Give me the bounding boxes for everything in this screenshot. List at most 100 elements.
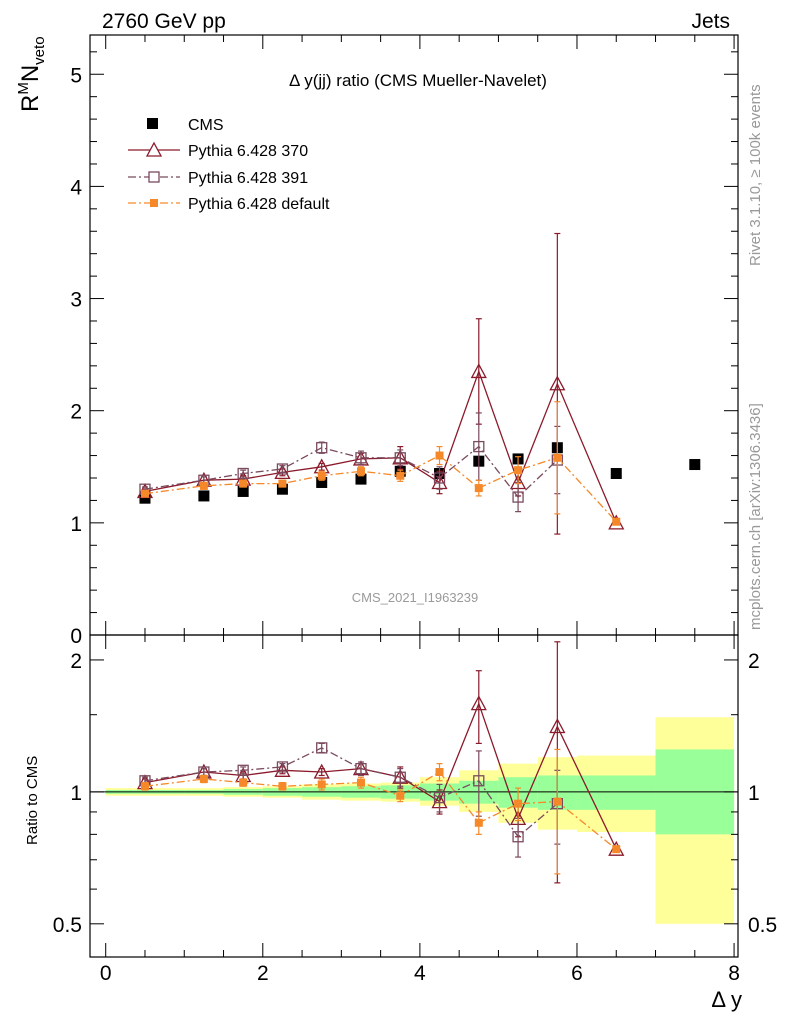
main-line-pythia-6-428-default [144, 454, 617, 523]
main-point-pythia-6-428-391-5 [355, 452, 367, 464]
main-point-cms-2 [237, 485, 249, 497]
main-point-pythia-6-428-default-1 [199, 481, 208, 490]
ratio-xtick-label-6: 6 [571, 962, 583, 985]
main-axes: 0 1 2 3 4 5 [70, 35, 738, 648]
ratio-point-pythia-6-428-default-11 [612, 845, 621, 854]
main-ytick-label-2: 2 [70, 401, 82, 424]
main-ytick-label-4: 4 [70, 176, 82, 199]
main-point-pythia-6-428-391-2 [237, 467, 249, 480]
ylabel-sub: veto [31, 36, 48, 64]
main-point-pythia-6-428-391-6 [394, 452, 406, 464]
main-point-cms-3 [276, 483, 288, 495]
ratio-point-pythia-6-428-370-8 [470, 695, 487, 711]
ratio-marks [136, 641, 625, 884]
header-left: 2760 GeV pp [102, 10, 226, 33]
main-point-pythia-6-428-default-0 [140, 489, 149, 498]
ratio-panel: 0.5 0.5 1 1 2 2 0 2 4 6 8 Ratio to CMS Δ y [24, 634, 777, 1012]
main-ytick-label-0: 0 [70, 625, 82, 648]
main-point-cms-1 [198, 490, 210, 502]
ratio-line-pythia-6-428-default [144, 771, 617, 850]
ratio-point-pythia-6-428-391-4 [316, 742, 328, 754]
ratio-frame [89, 634, 739, 958]
ratio-point-pythia-6-428-default-5 [356, 778, 365, 787]
main-point-pythia-6-428-default-7 [435, 451, 444, 460]
mcplots-label: mcplots.cern.ch [arXiv:1306.3436] [747, 403, 764, 630]
ratio-point-pythia-6-428-default-2 [239, 778, 248, 787]
main-point-pythia-6-428-391-3 [276, 463, 289, 475]
ratio-point-pythia-6-428-default-4 [317, 780, 326, 789]
ratio-ytick-label-left-1: 1 [70, 782, 82, 805]
legend-label-default: Pythia 6.428 default [188, 196, 330, 213]
ratio-point-pythia-6-428-default-6 [396, 791, 405, 800]
ylabel-n: N [17, 65, 44, 82]
legend-label-cms: CMS [188, 117, 224, 134]
legend: CMS Pythia 6.428 370 Pythia 6.428 391 Py… [128, 117, 330, 213]
legend-marker-cms [147, 118, 158, 129]
main-point-pythia-6-428-default-4 [317, 471, 326, 480]
ratio-ytick-label-right-1: 1 [748, 782, 760, 805]
legend-label-391: Pythia 6.428 391 [188, 170, 308, 187]
ratio-point-pythia-6-428-391-9 [512, 831, 524, 843]
main-line-pythia-6-428-370 [144, 369, 617, 524]
ratio-xtick-label-4: 4 [414, 962, 426, 985]
ratio-point-pythia-6-428-370-10 [549, 718, 566, 734]
ratio-point-pythia-6-428-default-9 [514, 799, 523, 808]
main-point-cms-12 [689, 459, 701, 471]
ratio-ytick-label-left-2: 2 [70, 650, 82, 673]
main-point-cms-11 [610, 468, 622, 480]
band-green-11 [576, 775, 656, 810]
ratio-ytick-label-left-0.5: 0.5 [53, 914, 82, 937]
ratio-xlabel: Δ y [711, 987, 742, 1012]
main-point-pythia-6-428-370-3 [274, 464, 291, 480]
ratio-point-pythia-6-428-default-1 [199, 774, 208, 783]
ratio-xtick-label-2: 2 [257, 962, 269, 985]
legend-marker-default [150, 199, 158, 207]
main-point-pythia-6-428-370-8 [470, 363, 487, 379]
main-point-cms-4 [316, 476, 328, 488]
main-point-pythia-6-428-391-8 [473, 440, 485, 453]
ratio-point-pythia-6-428-370-4 [313, 763, 330, 779]
ratio-point-pythia-6-428-default-10 [553, 797, 562, 806]
main-point-pythia-6-428-default-9 [514, 466, 523, 475]
ratio-ytick-label-right-0.5: 0.5 [748, 914, 777, 937]
main-ytick-label-3: 3 [70, 289, 82, 312]
ratio-point-pythia-6-428-370-3 [274, 761, 291, 777]
ratio-xtick-label-0: 0 [100, 962, 112, 985]
ratio-point-pythia-6-428-391-2 [237, 764, 249, 776]
main-point-pythia-6-428-default-5 [356, 467, 365, 476]
main-title: Δ y(jj) ratio (CMS Mueller-Navelet) [289, 71, 547, 90]
main-point-pythia-6-428-default-3 [278, 479, 287, 488]
main-ytick-label-1: 1 [70, 513, 82, 536]
ratio-ylabel: Ratio to CMS [24, 756, 41, 845]
main-point-cms-5 [355, 473, 367, 485]
ratio-bands [105, 717, 735, 924]
main-series-pythia-6-428-default [140, 401, 621, 526]
svg-text:RMNveto: RMNveto [15, 36, 48, 112]
ylabel-r: R [17, 95, 44, 112]
main-marks [136, 232, 701, 535]
main-ytick-label-5: 5 [70, 64, 82, 87]
watermark: CMS_2021_I1963239 [352, 590, 479, 605]
ratio-axes: 0.5 0.5 1 1 2 2 0 2 4 6 8 [53, 635, 777, 985]
legend-marker-391 [148, 171, 160, 183]
main-series-pythia-6-428-370 [136, 232, 625, 535]
ratio-series-pythia-6-428-default [140, 748, 621, 875]
main-series-cms [139, 442, 701, 504]
main-point-pythia-6-428-default-10 [553, 453, 562, 462]
main-point-pythia-6-428-391-9 [512, 491, 524, 503]
ratio-point-pythia-6-428-default-3 [278, 782, 287, 791]
ratio-xtick-label-8: 8 [728, 962, 740, 985]
ratio-point-pythia-6-428-391-7 [433, 792, 446, 804]
ratio-point-pythia-6-428-391-6 [394, 771, 406, 783]
ratio-point-pythia-6-428-default-7 [435, 768, 444, 777]
main-point-cms-0 [139, 492, 151, 504]
main-point-pythia-6-428-default-6 [396, 471, 405, 480]
main-point-pythia-6-428-391-4 [316, 442, 328, 454]
ratio-point-pythia-6-428-default-8 [474, 818, 483, 827]
main-point-pythia-6-428-370-10 [549, 375, 566, 391]
main-point-pythia-6-428-default-11 [612, 517, 621, 526]
main-panel: 0 1 2 3 4 5 Δ y(jj) ratio (CMS Mueller-Navele… [15, 34, 739, 648]
ratio-point-pythia-6-428-391-3 [276, 761, 289, 773]
ylabel-sup: M [15, 82, 32, 95]
